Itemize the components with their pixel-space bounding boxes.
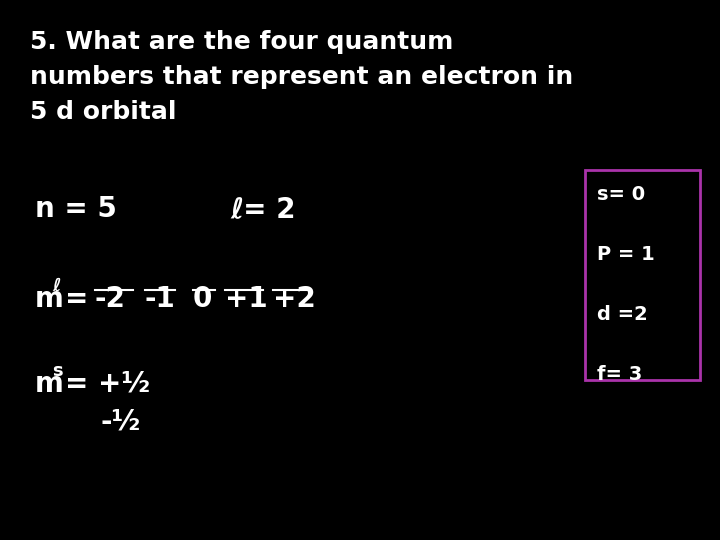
Text: n = 5: n = 5: [35, 195, 117, 223]
Text: =: =: [65, 285, 98, 313]
Text: s= 0: s= 0: [597, 186, 645, 205]
Text: ℓ: ℓ: [52, 277, 60, 295]
Text: 5 d orbital: 5 d orbital: [30, 100, 176, 124]
FancyBboxPatch shape: [585, 170, 700, 380]
Text: ℓ= 2: ℓ= 2: [230, 195, 295, 223]
Text: -½: -½: [100, 408, 140, 436]
Text: m: m: [35, 370, 64, 398]
Text: +2: +2: [273, 285, 316, 313]
Text: +1: +1: [225, 285, 268, 313]
Text: 5. What are the four quantum: 5. What are the four quantum: [30, 30, 454, 54]
Text: d =2: d =2: [597, 306, 648, 325]
Text: -1: -1: [145, 285, 176, 313]
Text: f= 3: f= 3: [597, 366, 642, 384]
Text: s: s: [52, 362, 63, 380]
Text: 0: 0: [193, 285, 212, 313]
Text: m: m: [35, 285, 64, 313]
Text: numbers that represent an electron in: numbers that represent an electron in: [30, 65, 573, 89]
Text: = +½: = +½: [65, 370, 150, 398]
Text: -2: -2: [95, 285, 126, 313]
Text: P = 1: P = 1: [597, 246, 654, 265]
